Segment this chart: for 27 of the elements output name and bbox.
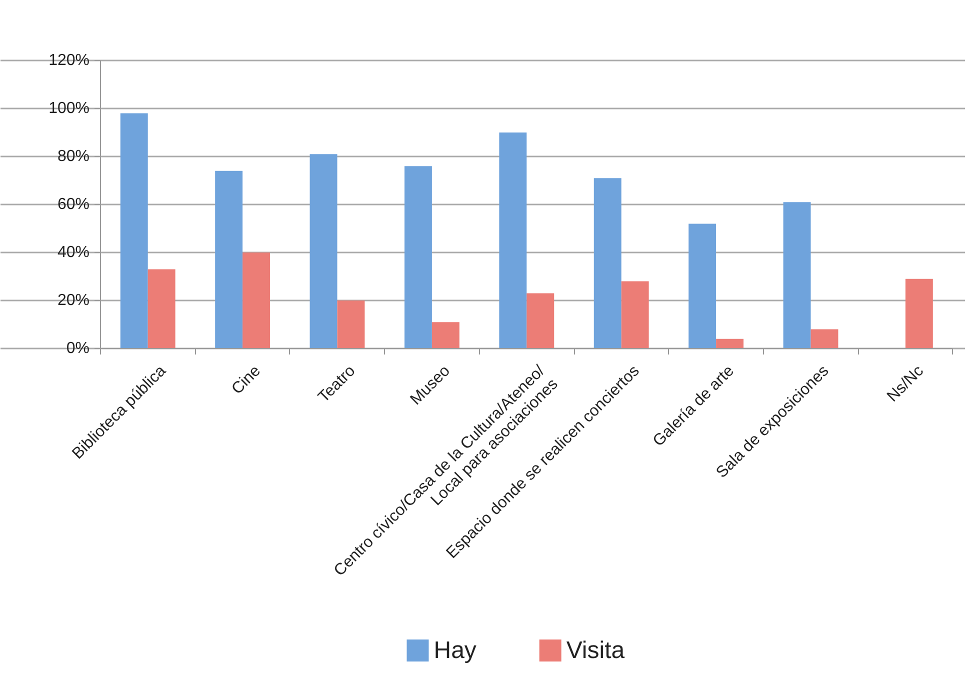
y-tick-label: 120%: [48, 52, 90, 69]
legend-label: Hay: [434, 637, 476, 664]
bar: [148, 269, 176, 348]
y-tick-label: 0%: [66, 340, 90, 357]
bar: [905, 278, 933, 348]
bar: [404, 166, 432, 348]
y-tick-label: 80%: [57, 148, 90, 165]
bar: [432, 322, 460, 348]
bar: [337, 300, 365, 348]
y-tick-label: 60%: [57, 196, 90, 213]
x-tick-label: Cine: [228, 362, 264, 398]
bar: [215, 170, 243, 348]
legend-label: Visita: [566, 637, 626, 664]
y-tick-label: 20%: [57, 292, 90, 309]
y-tick-label: 40%: [57, 244, 90, 261]
bar: [310, 154, 338, 348]
bar: [621, 281, 649, 348]
bar: [594, 178, 622, 348]
bar: [120, 113, 148, 348]
bar: [526, 293, 554, 348]
bar: [783, 202, 811, 348]
bar: [716, 338, 744, 348]
bar: [242, 252, 270, 348]
bar: [499, 132, 527, 348]
bar: [688, 224, 716, 348]
y-tick-label: 100%: [48, 100, 90, 117]
bar: [810, 329, 838, 348]
